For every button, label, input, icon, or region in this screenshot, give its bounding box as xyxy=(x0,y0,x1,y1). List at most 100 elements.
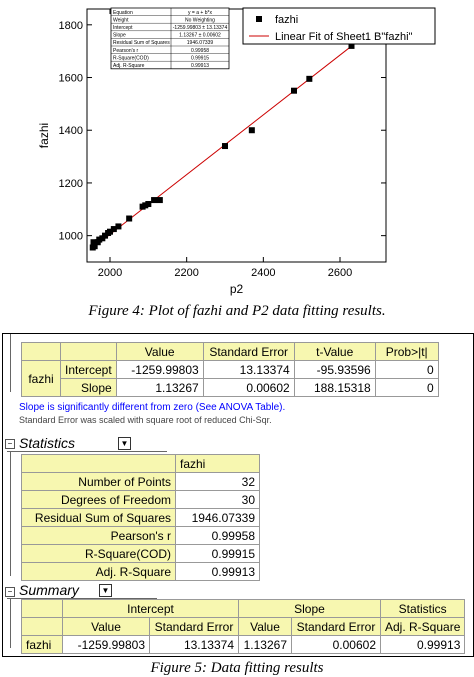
param-header: t-Value xyxy=(293,342,376,361)
stat-value: 32 xyxy=(175,472,260,491)
fit-table-label: Residual Sum of Squares xyxy=(113,40,170,46)
slope-significance-note[interactable]: Slope is significantly different from ze… xyxy=(19,402,286,413)
summary-subheader: Standard Error xyxy=(149,617,239,636)
param-header: Value xyxy=(115,342,204,361)
legend-label: fazhi xyxy=(275,14,298,26)
data-point xyxy=(91,243,98,250)
legend-marker-points xyxy=(256,16,262,22)
summary-cell: 0.00602 xyxy=(291,635,381,654)
chart-marks xyxy=(89,21,384,251)
summary-title: Summary xyxy=(19,582,79,598)
plot-frame xyxy=(86,8,387,263)
summary-cell: 13.13374 xyxy=(149,635,239,654)
stat-value: 0.99915 xyxy=(175,544,260,563)
summary-cell: -1259.99803 xyxy=(62,635,150,654)
y-tick-label: 1800 xyxy=(59,20,83,32)
stat-label: R-Square(COD) xyxy=(21,544,176,563)
data-point xyxy=(145,201,152,208)
x-tick-label: 2400 xyxy=(251,267,275,279)
fit-table-label: R-Square(COD) xyxy=(113,55,149,61)
fit-table-label: Intercept xyxy=(113,25,133,31)
stat-value: 1946.07339 xyxy=(175,508,260,527)
data-point xyxy=(102,232,109,239)
data-point xyxy=(348,42,355,49)
fit-table-value: 1946.07339 xyxy=(187,40,214,46)
summary-subheader: Value xyxy=(62,617,150,636)
data-point xyxy=(291,87,297,94)
legend-box xyxy=(242,7,436,45)
data-point xyxy=(126,215,133,222)
param-row-label: Intercept xyxy=(60,360,117,379)
param-cell: 0.00602 xyxy=(202,378,295,397)
collapse-summary-icon[interactable]: − xyxy=(5,587,15,597)
y-tick-label: 1000 xyxy=(59,231,83,243)
stat-value: 0.99913 xyxy=(175,562,260,581)
section-underline xyxy=(7,451,167,452)
data-point xyxy=(115,223,122,230)
summary-dropdown-icon[interactable]: ▼ xyxy=(99,584,112,597)
y-tick-label: 1600 xyxy=(59,73,83,85)
param-group-label: fazhi xyxy=(21,360,61,397)
statistics-title: Statistics xyxy=(19,435,76,451)
parameters-table-block: Value Standard Error t-Value Prob>|t| fa… xyxy=(21,342,439,397)
summary-cell: 1.13267 xyxy=(238,635,292,654)
statistics-col-header: fazhi xyxy=(175,454,260,473)
collapse-statistics-icon[interactable]: − xyxy=(5,439,15,449)
fit-table-label: Equation xyxy=(113,10,133,16)
summary-table: Intercept Slope Statistics Value Standar… xyxy=(21,599,466,654)
fit-table-value: y = a + b*x xyxy=(188,10,212,16)
chart-legend: fazhi Linear Fit of Sheet1 B"fazhi" xyxy=(242,7,436,45)
param-cell: -95.93596 xyxy=(293,360,376,379)
fit-table-label: Pearson's r xyxy=(113,48,138,54)
summary-subheader: Standard Error xyxy=(291,617,381,636)
stat-label: Degrees of Freedom xyxy=(21,490,176,509)
fit-table-value: 0.99915 xyxy=(191,55,209,61)
stat-label: Residual Sum of Squares xyxy=(21,508,176,527)
fit-table-label: Slope xyxy=(113,33,126,39)
fit-line xyxy=(90,21,383,250)
summary-group-header: Statistics xyxy=(379,599,466,618)
fit-report-window: Value Standard Error t-Value Prob>|t| fa… xyxy=(2,333,474,657)
statistics-table: fazhi Number of Points 32 Degrees of Free… xyxy=(21,454,260,581)
summary-row-label: fazhi xyxy=(21,635,63,654)
fit-table-value: 1.13267 ± 0.00602 xyxy=(179,33,221,39)
data-point xyxy=(142,202,149,209)
fit-scatter-chart: 2000 2200 2400 2600 1000 1200 1400 1600 1800 p2 fa… xyxy=(37,7,436,296)
summary-table-block: Intercept Slope Statistics Value Standar… xyxy=(21,599,466,654)
summary-group-header: Intercept xyxy=(62,599,239,618)
data-point xyxy=(248,127,255,134)
param-cell: 188.15318 xyxy=(293,378,376,397)
x-axis-label: p2 xyxy=(230,282,244,296)
statistics-table-block: fazhi Number of Points 32 Degrees of Free… xyxy=(21,454,260,581)
stat-value: 30 xyxy=(175,490,260,509)
y-axis-label: fazhi xyxy=(37,123,51,148)
fit-table-value: 0.99913 xyxy=(191,63,209,69)
param-cell: -1259.99803 xyxy=(115,360,204,379)
stat-label: Adj. R-Square xyxy=(21,562,176,581)
fit-table-label: Adj. R-Square xyxy=(113,63,145,69)
param-header: Prob>|t| xyxy=(374,342,439,361)
y-tick-label: 1200 xyxy=(59,178,83,190)
chart-axes: 2000 2200 2400 2600 1000 1200 1400 1600 1800 p2 fa… xyxy=(37,8,387,296)
y-tick-label: 1400 xyxy=(59,125,83,137)
fit-table-value: No Weighting xyxy=(185,17,215,23)
x-tick-label: 2000 xyxy=(98,267,122,279)
data-point xyxy=(306,75,313,82)
stat-label: Pearson's r xyxy=(21,526,176,545)
fit-table-label: Weight xyxy=(113,17,129,23)
tree-line xyxy=(10,334,11,392)
param-cell: 13.13374 xyxy=(202,360,295,379)
tree-line xyxy=(10,451,11,576)
statistics-dropdown-icon[interactable]: ▼ xyxy=(118,437,131,450)
summary-group-header: Slope xyxy=(238,599,381,618)
param-cell: 1.13267 xyxy=(115,378,204,397)
parameters-table: Value Standard Error t-Value Prob>|t| fa… xyxy=(21,342,439,397)
summary-subheader: Adj. R-Square xyxy=(379,617,466,636)
x-tick-label: 2600 xyxy=(328,267,352,279)
summary-cell: 0.99913 xyxy=(379,635,466,654)
data-point xyxy=(222,143,228,150)
summary-subheader: Value xyxy=(238,617,292,636)
data-point xyxy=(151,197,158,204)
fit-summary-table: Equation y = a + b*x Weight No Weighting Int… xyxy=(110,7,230,70)
section-underline xyxy=(7,598,157,599)
